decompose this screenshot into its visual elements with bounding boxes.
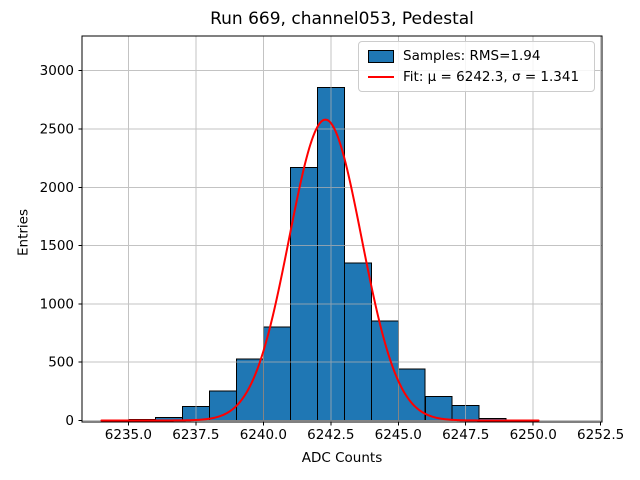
chart-title: Run 669, channel053, Pedestal [210, 9, 474, 29]
legend-item-samples: Samples: RMS=1.94 [368, 46, 585, 66]
y-tick-label: 3000 [40, 63, 74, 79]
legend-samples-label: Samples: RMS=1.94 [403, 48, 541, 65]
fit-curve [100, 118, 540, 422]
x-tick-label: 6235.0 [105, 427, 152, 443]
x-tick-label: 6237.5 [172, 427, 219, 443]
legend: Samples: RMS=1.94 Fit: μ = 6242.3, σ = 1… [358, 41, 595, 92]
x-tick-label: 6252.5 [577, 427, 624, 443]
histogram-swatch-icon [368, 49, 394, 63]
y-tick-label: 1500 [40, 238, 74, 254]
x-tick-label: 6247.5 [442, 427, 489, 443]
y-tick-label: 1000 [40, 296, 74, 312]
tick-marks [78, 70, 602, 426]
histogram-bars [100, 87, 534, 421]
x-tick-label: 6242.5 [307, 427, 354, 443]
histogram-bar [397, 368, 426, 421]
legend-fit-label: Fit: μ = 6242.3, σ = 1.341 [403, 68, 580, 85]
y-tick-label: 2000 [40, 180, 74, 196]
x-tick-label: 6250.0 [510, 427, 557, 443]
y-axis-label: Entries [15, 208, 32, 257]
x-tick-label: 6245.0 [375, 427, 422, 443]
histogram-bar [262, 326, 291, 421]
y-tick-label: 0 [65, 413, 74, 429]
axes-frame [81, 35, 603, 423]
histogram-bar [424, 396, 453, 421]
histogram-bar [289, 166, 318, 421]
x-axis-label: ADC Counts [301, 450, 383, 466]
histogram-bar [235, 358, 264, 421]
fit-line-swatch-icon [368, 75, 394, 78]
tick-labels: 6235.0 6237.5 6240.0 6242.5 6245.0 6247.5 6250… [40, 63, 625, 443]
histogram-bar [343, 262, 372, 421]
legend-item-fit: Fit: μ = 6242.3, σ = 1.341 [368, 67, 585, 87]
y-tick-label: 2500 [40, 121, 74, 137]
y-tick-label: 500 [48, 355, 74, 371]
x-tick-label: 6240.0 [240, 427, 287, 443]
